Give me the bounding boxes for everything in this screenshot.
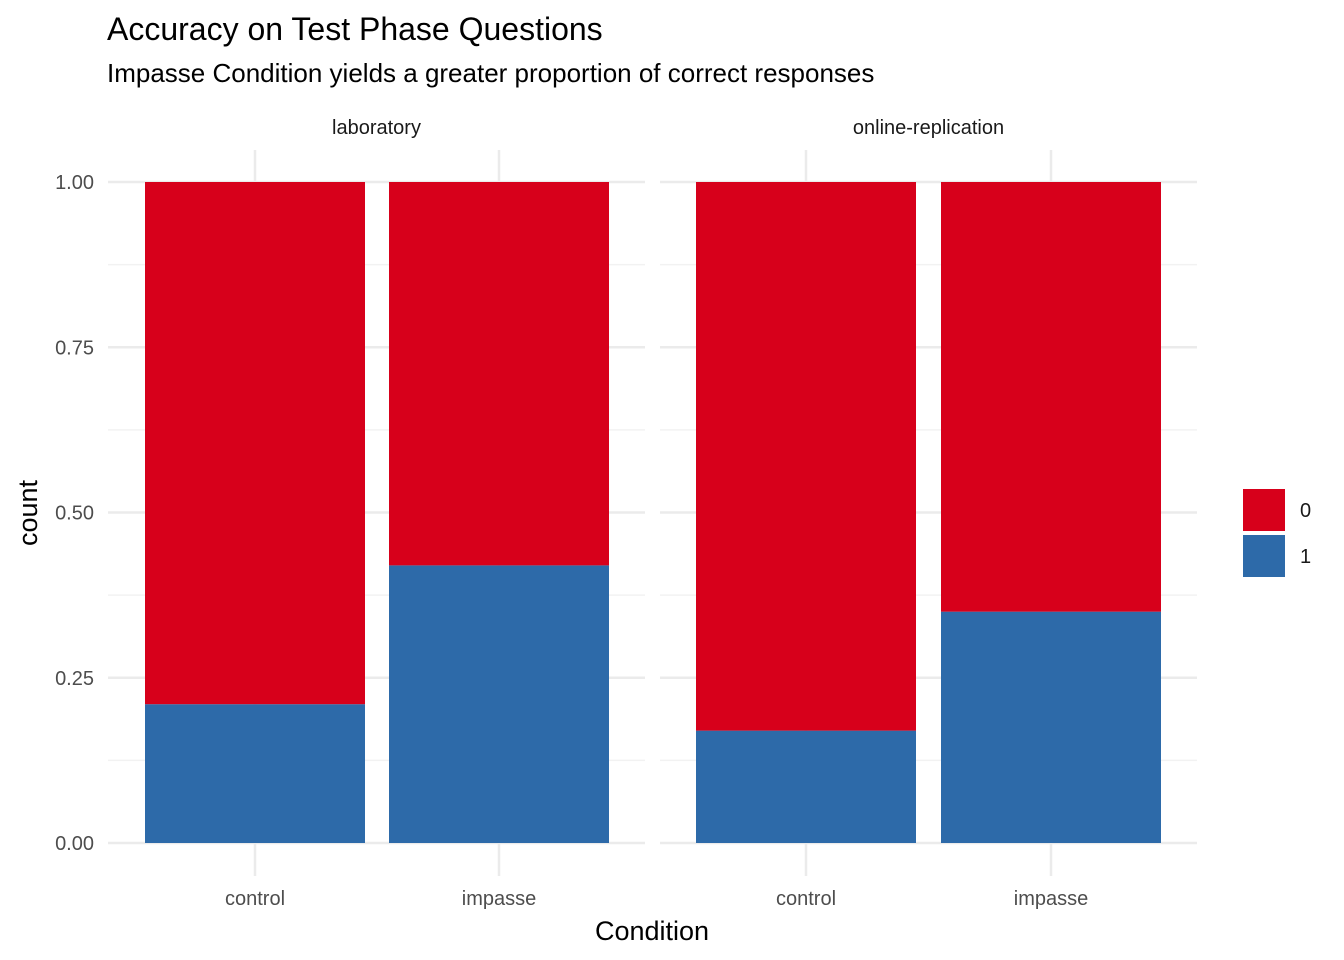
bar-segment-control-value-1 [145, 704, 365, 843]
x-tick-label: control [225, 888, 285, 910]
x-tick-label: impasse [462, 888, 536, 910]
legend-key-0 [1243, 489, 1285, 531]
chart-subtitle: Impasse Condition yields a greater propo… [107, 58, 874, 88]
legend: 01 [1243, 489, 1311, 577]
bar-segment-control-value-0 [696, 182, 916, 731]
y-tick-label: 0.50 [55, 503, 94, 525]
facet-strip-label: laboratory [332, 117, 421, 139]
bar-segment-impasse-value-0 [941, 182, 1161, 612]
y-tick-label: 1.00 [55, 172, 94, 194]
bar-segment-impasse-value-1 [389, 565, 609, 843]
legend-label: 0 [1300, 500, 1311, 522]
panel-0: laboratory control impasse [108, 117, 645, 910]
bar-segment-control-value-0 [145, 182, 365, 705]
y-axis: 0.00 0.25 0.50 0.75 1.00 [55, 172, 94, 855]
x-tick-label: control [776, 888, 836, 910]
x-axis-title: Condition [595, 916, 709, 946]
legend-label: 1 [1300, 546, 1311, 568]
legend-key-1 [1243, 535, 1285, 577]
y-tick-label: 0.25 [55, 668, 94, 690]
bar-segment-control-value-1 [696, 730, 916, 843]
y-axis-title: count [13, 479, 43, 546]
chart-title: Accuracy on Test Phase Questions [107, 11, 603, 47]
bar-segment-impasse-value-1 [941, 611, 1161, 843]
y-tick-label: 0.75 [55, 337, 94, 359]
bar-segment-impasse-value-0 [389, 182, 609, 566]
facet-strip-label: online-replication [853, 117, 1004, 139]
panel-1: online-replication control impasse [660, 117, 1197, 910]
x-tick-label: impasse [1014, 888, 1088, 910]
y-tick-label: 0.00 [55, 833, 94, 855]
